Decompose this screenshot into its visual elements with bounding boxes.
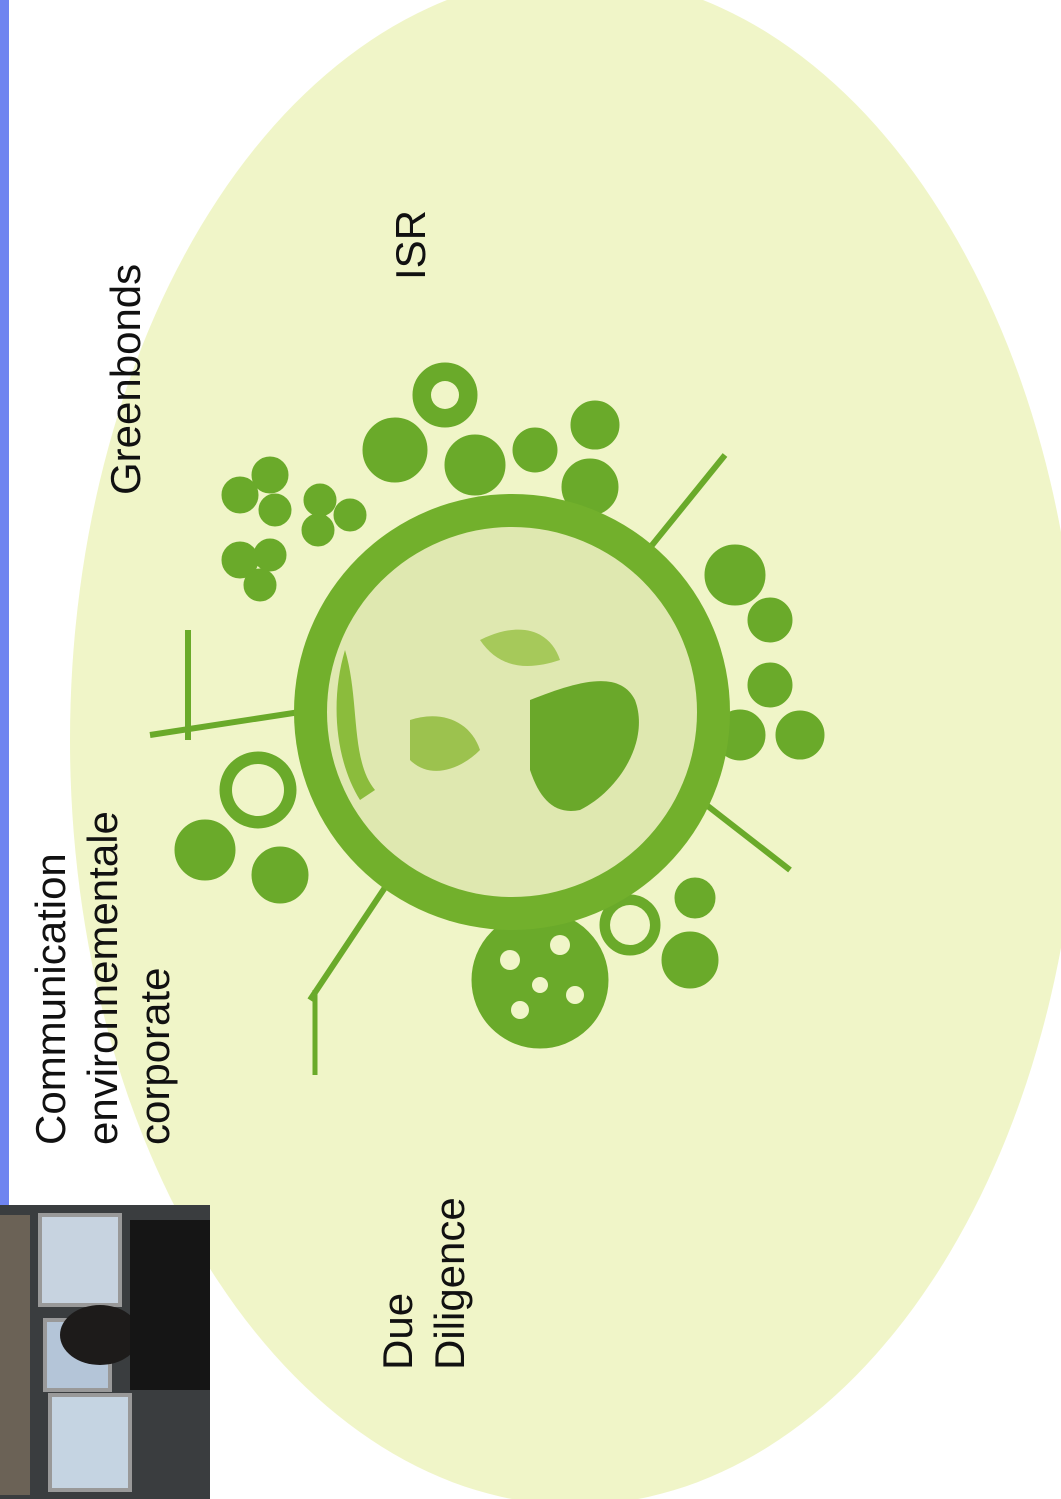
isr-label: ISR bbox=[387, 210, 434, 280]
globe bbox=[327, 527, 697, 897]
communication-label: Communication bbox=[27, 853, 74, 1145]
labels: Greenbonds ISR Communication environnementa… bbox=[27, 210, 473, 1370]
photo bbox=[0, 1205, 210, 1499]
greenbonds-label: Greenbonds bbox=[102, 264, 149, 495]
communication-label: corporate bbox=[131, 968, 178, 1145]
due-diligence-label: Due bbox=[374, 1293, 421, 1370]
due-diligence-label: Diligence bbox=[426, 1197, 473, 1370]
side-bar bbox=[0, 0, 9, 1205]
communication-label: environnementale bbox=[79, 811, 126, 1145]
globe-illustration bbox=[149, 362, 825, 1075]
